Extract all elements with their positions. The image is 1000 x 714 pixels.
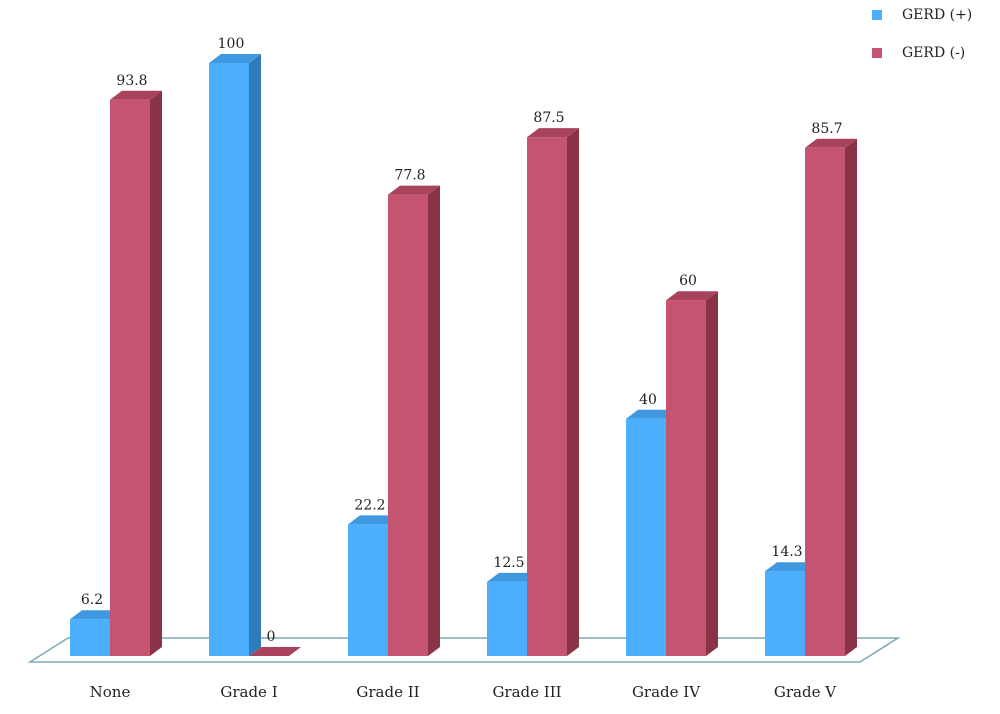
bar-front bbox=[765, 571, 805, 656]
legend-label-gerd-negative: GERD (-) bbox=[902, 45, 966, 61]
legend: GERD (+) GERD (-) bbox=[872, 5, 992, 81]
legend-label-gerd-positive: GERD (+) bbox=[902, 7, 973, 23]
value-label: 12.5 bbox=[493, 555, 524, 571]
value-label: 100 bbox=[218, 36, 245, 52]
bar-side bbox=[845, 138, 857, 656]
category-label: Grade I bbox=[220, 683, 277, 701]
value-label: 77.8 bbox=[394, 168, 425, 184]
category-label: None bbox=[90, 683, 131, 701]
bar-top bbox=[209, 54, 261, 63]
bar bbox=[527, 128, 579, 656]
bar-side bbox=[249, 54, 261, 656]
bar-front bbox=[805, 147, 845, 656]
bar bbox=[209, 54, 261, 656]
value-label: 60 bbox=[679, 273, 697, 289]
value-label: 14.3 bbox=[771, 544, 802, 560]
bar-front bbox=[348, 524, 388, 656]
bar-side bbox=[706, 291, 718, 656]
bar-top bbox=[348, 515, 400, 525]
bar-front bbox=[487, 581, 527, 656]
value-label: 87.5 bbox=[533, 110, 564, 126]
bar-top bbox=[388, 185, 440, 195]
bar-front bbox=[70, 619, 110, 656]
value-labels-group: 6.2 93.8 100 0 22.2 77.8 12.5 87.5 40 60 14.3 85.7 bbox=[81, 36, 843, 645]
value-label: 93.8 bbox=[116, 73, 147, 89]
bar-top bbox=[666, 291, 718, 301]
value-label: 22.2 bbox=[354, 497, 385, 513]
bar-top bbox=[527, 128, 579, 138]
bar bbox=[388, 185, 440, 656]
category-label: Grade III bbox=[492, 683, 561, 701]
legend-item: GERD (-) bbox=[872, 43, 992, 63]
bar-front bbox=[209, 63, 249, 656]
bar bbox=[666, 291, 718, 656]
bar-top bbox=[626, 409, 678, 419]
bar-front bbox=[110, 99, 150, 657]
bar-top bbox=[487, 572, 539, 582]
value-label: 0 bbox=[267, 629, 276, 645]
value-label: 85.7 bbox=[811, 121, 842, 137]
bars-group bbox=[70, 54, 857, 657]
category-label: Grade II bbox=[356, 683, 419, 701]
category-label: Grade IV bbox=[632, 683, 701, 701]
bar-front bbox=[527, 137, 567, 656]
value-label: 6.2 bbox=[81, 592, 103, 608]
bar bbox=[110, 90, 162, 657]
bar-top bbox=[70, 610, 122, 620]
bar-top bbox=[249, 647, 301, 656]
bar-top bbox=[765, 562, 817, 572]
bar-top bbox=[110, 90, 162, 100]
bar-side bbox=[150, 90, 162, 657]
category-label: Grade V bbox=[774, 683, 837, 701]
bar-top bbox=[805, 138, 857, 148]
bar-side bbox=[428, 185, 440, 656]
bar bbox=[805, 138, 857, 656]
bar-front bbox=[388, 194, 428, 656]
legend-item: GERD (+) bbox=[872, 5, 992, 25]
category-labels-group: None Grade I Grade II Grade III Grade IV Grad… bbox=[90, 683, 838, 701]
bar-front bbox=[666, 300, 706, 656]
legend-swatch-gerd-negative bbox=[872, 48, 882, 58]
bar-front bbox=[626, 418, 666, 656]
legend-swatch-gerd-positive bbox=[872, 10, 882, 20]
bar bbox=[249, 647, 301, 656]
bar-side bbox=[567, 128, 579, 656]
value-label: 40 bbox=[639, 392, 657, 408]
